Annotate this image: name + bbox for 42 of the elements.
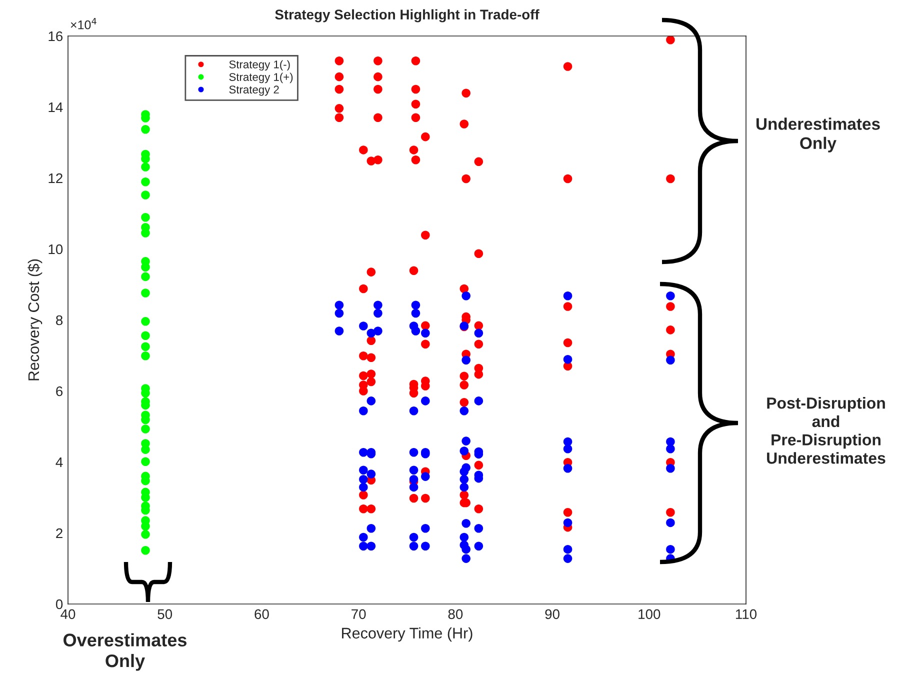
point: [141, 351, 150, 360]
legend-label: Strategy 2: [229, 86, 279, 96]
point: [141, 190, 150, 200]
y-tick-label: 12: [48, 173, 62, 184]
text: Overestimates Only: [64, 633, 186, 671]
y-tick-label: 6: [56, 386, 63, 396]
x-tick-label: 100: [638, 609, 660, 620]
point: [141, 213, 150, 222]
y-tick-label: 10: [48, 244, 63, 254]
x-tick-label: 50: [158, 609, 172, 620]
x-axis-title: Recovery Time (Hr): [342, 627, 472, 642]
y-axis-title: Recovery Cost ($): [28, 259, 42, 380]
x-tick-label: 90: [545, 609, 560, 620]
point: [141, 317, 150, 326]
chart-title: Strategy Selection Highlight in Trade-off: [275, 9, 540, 22]
point: [141, 331, 150, 340]
x-tick-label: 80: [448, 609, 463, 620]
point: [141, 342, 150, 352]
point: [141, 424, 150, 434]
point: [141, 178, 150, 186]
text: ×10$^{4}$: [70, 18, 96, 30]
y-tick-label: 2: [56, 528, 62, 538]
text: Post-Disruption and Pre-Disruption Underestimates: [767, 397, 886, 464]
y-tick-label: 14: [48, 102, 63, 112]
point: [141, 457, 150, 466]
x-tick-label: 40: [60, 609, 76, 620]
point: [141, 288, 150, 298]
point: [141, 546, 150, 555]
legend-label: Strategy 1(-): [229, 60, 290, 71]
point: [141, 162, 150, 172]
point: [141, 272, 150, 282]
point: [141, 530, 150, 539]
x-tick-label: 60: [254, 609, 269, 620]
x-tick-label: 110: [736, 609, 757, 620]
y-tick-label: 4: [56, 457, 63, 468]
point: [141, 124, 150, 134]
y-tick-label: 8: [56, 315, 63, 326]
text: Underestimates Only: [756, 118, 880, 152]
y-tick-label: 16: [48, 31, 63, 42]
x-tick-label: 70: [352, 609, 366, 620]
y-tick-label: 0: [56, 599, 63, 610]
legend-label: Strategy 1(+): [229, 72, 293, 84]
